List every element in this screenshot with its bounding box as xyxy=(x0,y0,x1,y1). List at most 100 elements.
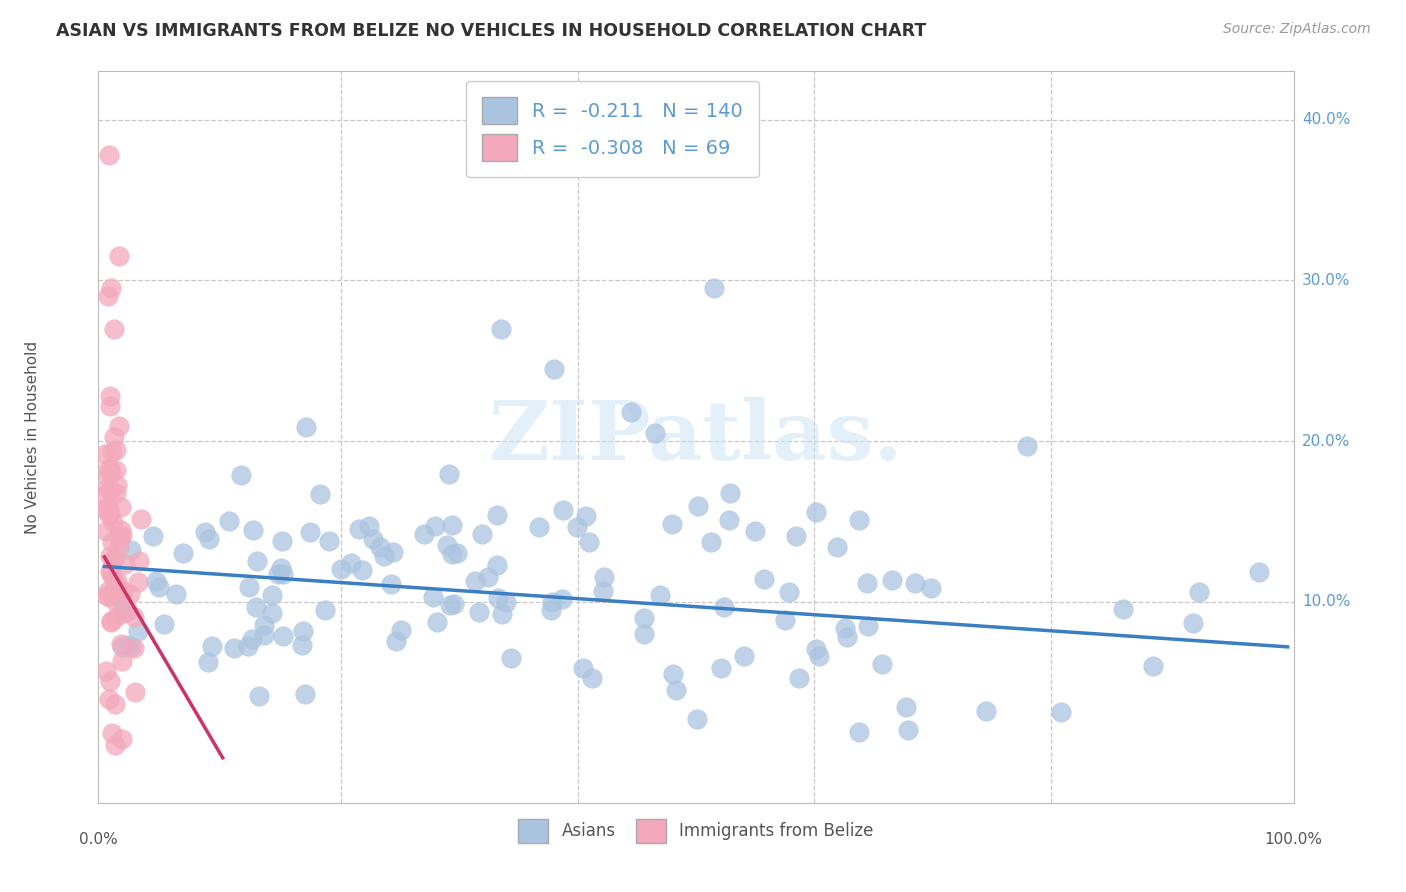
Point xyxy=(471,527,494,541)
Point xyxy=(373,549,395,564)
Point xyxy=(96,481,118,495)
Point xyxy=(245,600,267,615)
Point xyxy=(97,289,120,303)
Point xyxy=(104,463,127,477)
Point xyxy=(110,532,132,546)
Point xyxy=(485,558,508,572)
Point xyxy=(291,638,314,652)
Point xyxy=(540,595,562,609)
Point xyxy=(633,611,655,625)
Point xyxy=(540,602,562,616)
Point xyxy=(1017,439,1039,453)
Point xyxy=(752,572,775,586)
Point xyxy=(1249,565,1271,579)
Point xyxy=(439,598,461,612)
Point xyxy=(491,607,513,621)
Point xyxy=(152,617,174,632)
Point xyxy=(98,462,121,476)
Point xyxy=(218,514,240,528)
Text: 40.0%: 40.0% xyxy=(1302,112,1350,127)
Point xyxy=(688,499,710,513)
Point xyxy=(111,640,134,654)
Point xyxy=(93,488,115,502)
Point xyxy=(100,566,122,581)
Point xyxy=(309,487,332,501)
Point xyxy=(350,563,373,577)
Point xyxy=(172,546,194,560)
Text: ASIAN VS IMMIGRANTS FROM BELIZE NO VEHICLES IN HOUSEHOLD CORRELATION CHART: ASIAN VS IMMIGRANTS FROM BELIZE NO VEHIC… xyxy=(56,22,927,40)
Point xyxy=(110,591,132,605)
Point xyxy=(787,671,810,685)
Point xyxy=(571,661,593,675)
Point xyxy=(808,648,831,663)
Point xyxy=(294,419,316,434)
Point xyxy=(436,538,458,552)
Point xyxy=(1112,601,1135,615)
Point xyxy=(97,500,120,514)
Point xyxy=(920,581,942,595)
Point xyxy=(100,467,122,481)
Point xyxy=(361,533,384,547)
Point xyxy=(114,557,136,571)
Point xyxy=(129,512,152,526)
Text: 10.0%: 10.0% xyxy=(1302,594,1350,609)
Point xyxy=(271,629,294,643)
Point xyxy=(98,692,121,706)
Point xyxy=(778,585,800,599)
Point xyxy=(1182,615,1205,630)
Point xyxy=(260,588,283,602)
Point xyxy=(423,519,446,533)
Point xyxy=(773,613,796,627)
Point xyxy=(117,604,139,618)
Point xyxy=(543,361,565,376)
Point xyxy=(551,502,574,516)
Point xyxy=(856,575,879,590)
Point xyxy=(270,561,292,575)
Point xyxy=(593,570,616,584)
Point xyxy=(744,524,766,539)
Point xyxy=(710,661,733,675)
Point xyxy=(489,321,512,335)
Text: 20.0%: 20.0% xyxy=(1302,434,1350,449)
Point xyxy=(592,584,614,599)
Point xyxy=(96,524,118,538)
Point xyxy=(527,520,550,534)
Point xyxy=(733,648,755,663)
Point xyxy=(578,535,600,549)
Text: 30.0%: 30.0% xyxy=(1302,273,1350,288)
Point xyxy=(103,515,125,529)
Point xyxy=(827,541,849,555)
Point xyxy=(574,508,596,523)
Point xyxy=(236,639,259,653)
Point xyxy=(98,508,121,522)
Point xyxy=(253,628,276,642)
Point xyxy=(382,544,405,558)
Point xyxy=(870,657,893,672)
Point xyxy=(98,399,121,413)
Point xyxy=(703,281,725,295)
Point xyxy=(499,651,522,665)
Point xyxy=(100,726,122,740)
Point xyxy=(194,525,217,540)
Point xyxy=(110,523,132,537)
Point xyxy=(198,532,221,546)
Point xyxy=(686,712,709,726)
Point xyxy=(665,682,688,697)
Point xyxy=(105,485,128,500)
Point xyxy=(100,614,122,628)
Point xyxy=(97,589,120,603)
Point xyxy=(145,574,167,589)
Point xyxy=(425,615,447,629)
Point xyxy=(422,590,444,604)
Point xyxy=(104,610,127,624)
Point xyxy=(107,418,129,433)
Point xyxy=(104,586,127,600)
Point xyxy=(111,528,134,542)
Point xyxy=(122,610,145,624)
Point xyxy=(834,621,856,635)
Point xyxy=(98,389,121,403)
Text: 0.0%: 0.0% xyxy=(79,832,118,847)
Point xyxy=(565,520,588,534)
Legend: Asians, Immigrants from Belize: Asians, Immigrants from Belize xyxy=(512,813,880,849)
Point xyxy=(222,640,245,655)
